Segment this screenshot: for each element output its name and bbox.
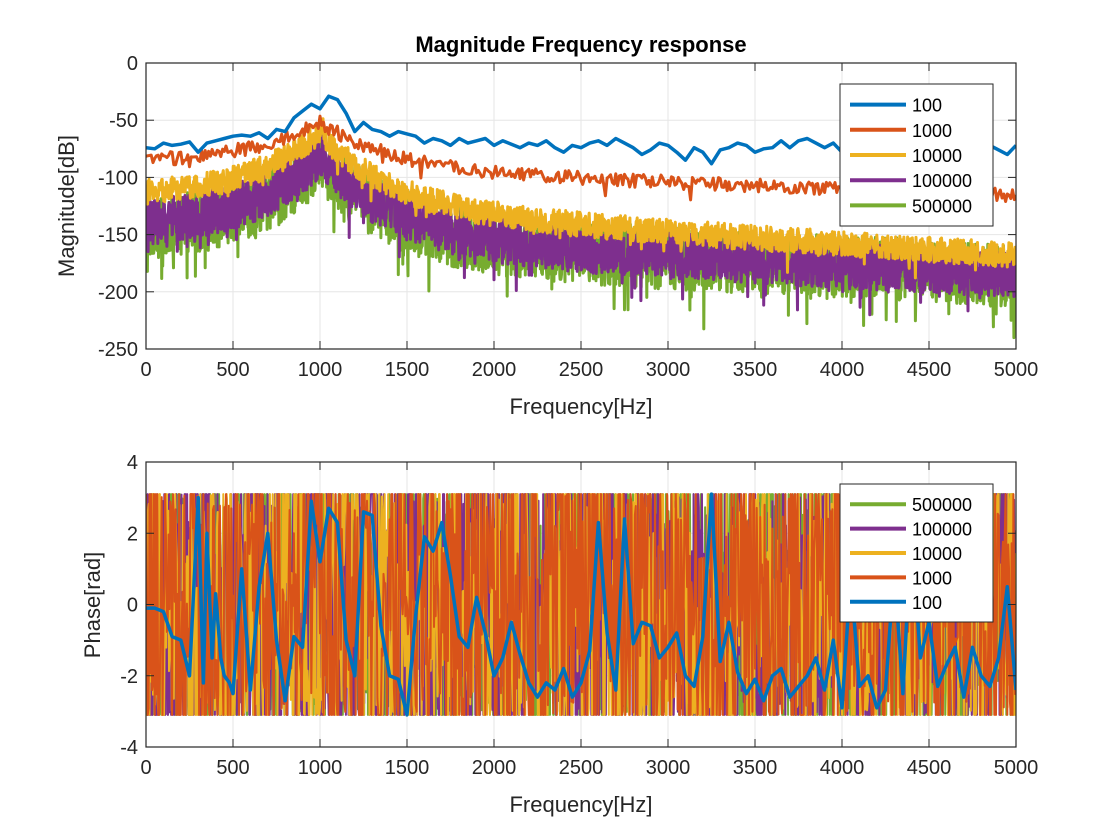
y-tick-label: 0 bbox=[127, 595, 138, 617]
phase-series bbox=[146, 492, 1016, 717]
x-tick-label: 2000 bbox=[472, 757, 517, 779]
x-tick-label: 3000 bbox=[646, 757, 691, 779]
phase-legend: 500000 100000 10000 1000 100 bbox=[839, 483, 994, 623]
y-tick-label: -100 bbox=[98, 167, 138, 189]
x-tick-label: 4500 bbox=[907, 359, 952, 381]
legend-label-100: 100 bbox=[912, 593, 942, 613]
x-tick-label: 2000 bbox=[472, 359, 517, 381]
y-tick-label: 2 bbox=[127, 523, 138, 545]
x-tick-label: 1000 bbox=[298, 359, 343, 381]
magnitude-ticks: 0 500 1000 1500 2000 2500 3000 3500 4000 4500 5000… bbox=[98, 53, 1038, 381]
x-tick-label: 500 bbox=[216, 757, 249, 779]
legend-label-500000: 500000 bbox=[912, 196, 972, 216]
x-tick-label: 2500 bbox=[559, 359, 604, 381]
y-tick-label: -150 bbox=[98, 225, 138, 247]
series-line-100 bbox=[146, 492, 1016, 717]
x-tick-label: 4000 bbox=[820, 757, 865, 779]
x-tick-label: 4500 bbox=[907, 757, 952, 779]
legend-label-100000: 100000 bbox=[912, 171, 972, 191]
legend-label-1000: 1000 bbox=[912, 121, 952, 141]
x-tick-label: 3000 bbox=[646, 359, 691, 381]
magnitude-xlabel: Frequency[Hz] bbox=[509, 394, 652, 419]
x-tick-label: 1000 bbox=[298, 757, 343, 779]
legend-label-10000: 10000 bbox=[912, 146, 962, 166]
x-tick-label: 5000 bbox=[994, 359, 1039, 381]
x-tick-label: 2500 bbox=[559, 757, 604, 779]
legend-label-1000: 1000 bbox=[912, 568, 952, 588]
magnitude-ylabel: Magnitude[dB] bbox=[54, 135, 79, 277]
y-tick-label: -200 bbox=[98, 282, 138, 304]
phase-xlabel: Frequency[Hz] bbox=[509, 792, 652, 817]
x-tick-label: 500 bbox=[216, 359, 249, 381]
x-tick-label: 1500 bbox=[385, 757, 430, 779]
x-tick-label: 3500 bbox=[733, 359, 778, 381]
series-line-100000 bbox=[146, 133, 1016, 317]
legend-label-100000: 100000 bbox=[912, 520, 972, 540]
x-tick-label: 3500 bbox=[733, 757, 778, 779]
x-tick-label: 4000 bbox=[820, 359, 865, 381]
y-tick-label: -250 bbox=[98, 339, 138, 361]
phase-ylabel: Phase[rad] bbox=[80, 552, 105, 658]
series-line-10000 bbox=[146, 117, 1016, 280]
phase-ticks: 0 500 1000 1500 2000 2500 3000 3500 4000 4500 5000… bbox=[120, 452, 1038, 779]
series-line-1000 bbox=[146, 493, 1016, 716]
x-tick-label: 0 bbox=[140, 757, 151, 779]
x-tick-label: 0 bbox=[140, 359, 151, 381]
legend-label-500000: 500000 bbox=[912, 495, 972, 515]
y-tick-label: 4 bbox=[127, 452, 138, 474]
y-tick-label: -50 bbox=[109, 110, 138, 132]
magnitude-legend: 100 1000 10000 100000 500000 bbox=[839, 83, 994, 227]
y-tick-label: -2 bbox=[120, 666, 138, 688]
magnitude-title: Magnitude Frequency response bbox=[415, 32, 746, 57]
x-tick-label: 1500 bbox=[385, 359, 430, 381]
legend-label-10000: 10000 bbox=[912, 544, 962, 564]
phase-subplot: 0 500 1000 1500 2000 2500 3000 3500 4000 4500 5000… bbox=[80, 452, 1038, 817]
y-tick-label: 0 bbox=[127, 53, 138, 75]
y-tick-label: -4 bbox=[120, 737, 138, 759]
x-tick-label: 5000 bbox=[994, 757, 1039, 779]
legend-label-100: 100 bbox=[912, 96, 942, 116]
magnitude-subplot: 0 500 1000 1500 2000 2500 3000 3500 4000 4500 5000… bbox=[54, 32, 1038, 419]
